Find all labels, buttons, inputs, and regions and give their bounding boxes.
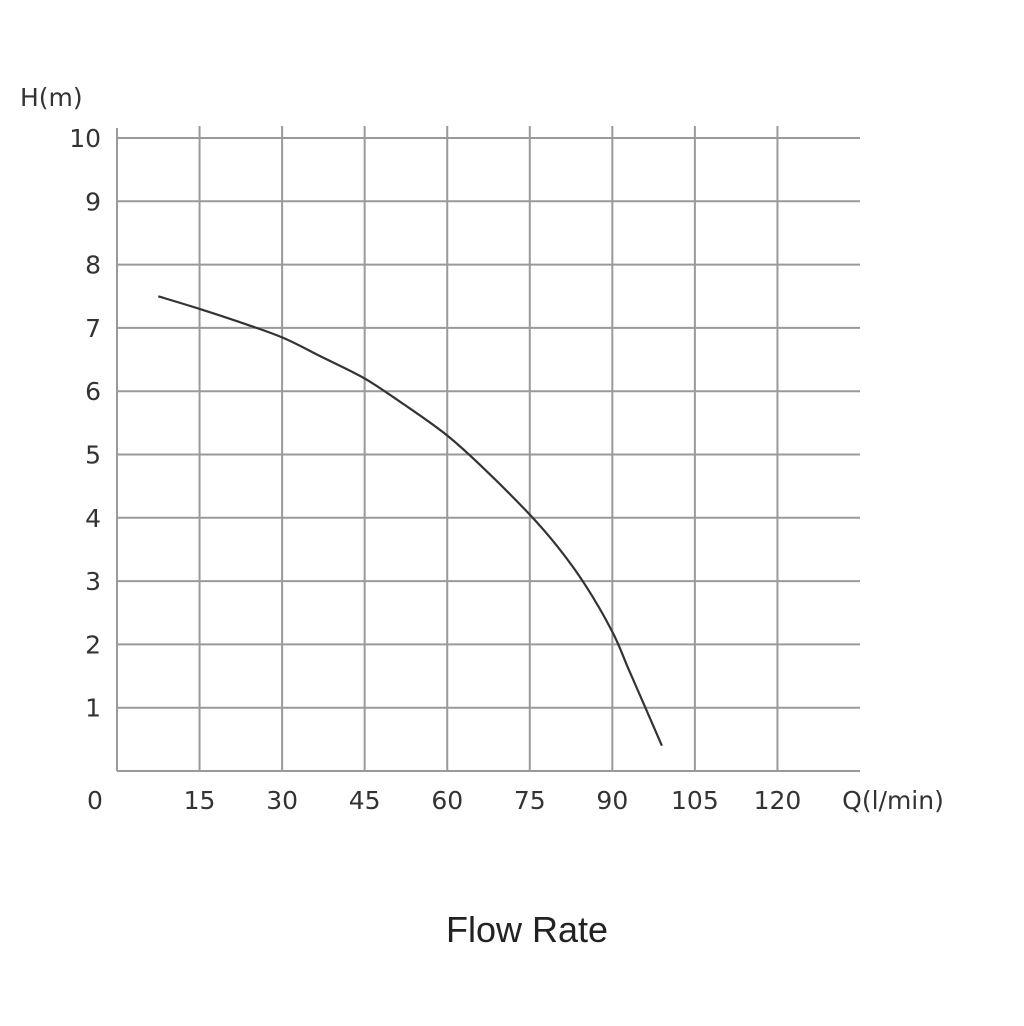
x-tick-label: 15 bbox=[184, 786, 216, 815]
grid-lines bbox=[116, 126, 860, 772]
x-tick-label: 30 bbox=[266, 786, 298, 815]
y-tick-label: 1 bbox=[85, 694, 101, 723]
x-tick-label: 75 bbox=[514, 786, 546, 815]
y-tick-label: 8 bbox=[85, 251, 101, 280]
y-tick-label: 6 bbox=[85, 377, 101, 406]
y-tick-label: 4 bbox=[85, 504, 101, 533]
x-tick-label: 120 bbox=[754, 786, 802, 815]
y-tick-label: 9 bbox=[85, 187, 101, 216]
series-line bbox=[157, 295, 663, 747]
y-axis-title: H(m) bbox=[20, 83, 83, 112]
x-tick-label: 60 bbox=[431, 786, 463, 815]
y-tick-label: 3 bbox=[85, 567, 101, 596]
origin-label: 0 bbox=[87, 786, 103, 815]
y-tick-labels: 1 2 3 4 5 6 7 8 9 10 bbox=[69, 124, 101, 723]
x-axis-title: Q(l/min) bbox=[842, 786, 944, 815]
y-tick-label: 2 bbox=[85, 630, 101, 659]
y-tick-label: 5 bbox=[85, 441, 101, 470]
x-tick-label: 90 bbox=[596, 786, 628, 815]
x-tick-labels: 15 30 45 60 75 90 105 120 bbox=[184, 786, 802, 815]
x-tick-label: 105 bbox=[671, 786, 719, 815]
y-tick-label: 10 bbox=[69, 124, 101, 153]
chart-caption: Flow Rate bbox=[446, 909, 608, 950]
x-tick-label: 45 bbox=[349, 786, 381, 815]
y-tick-label: 7 bbox=[85, 314, 101, 343]
